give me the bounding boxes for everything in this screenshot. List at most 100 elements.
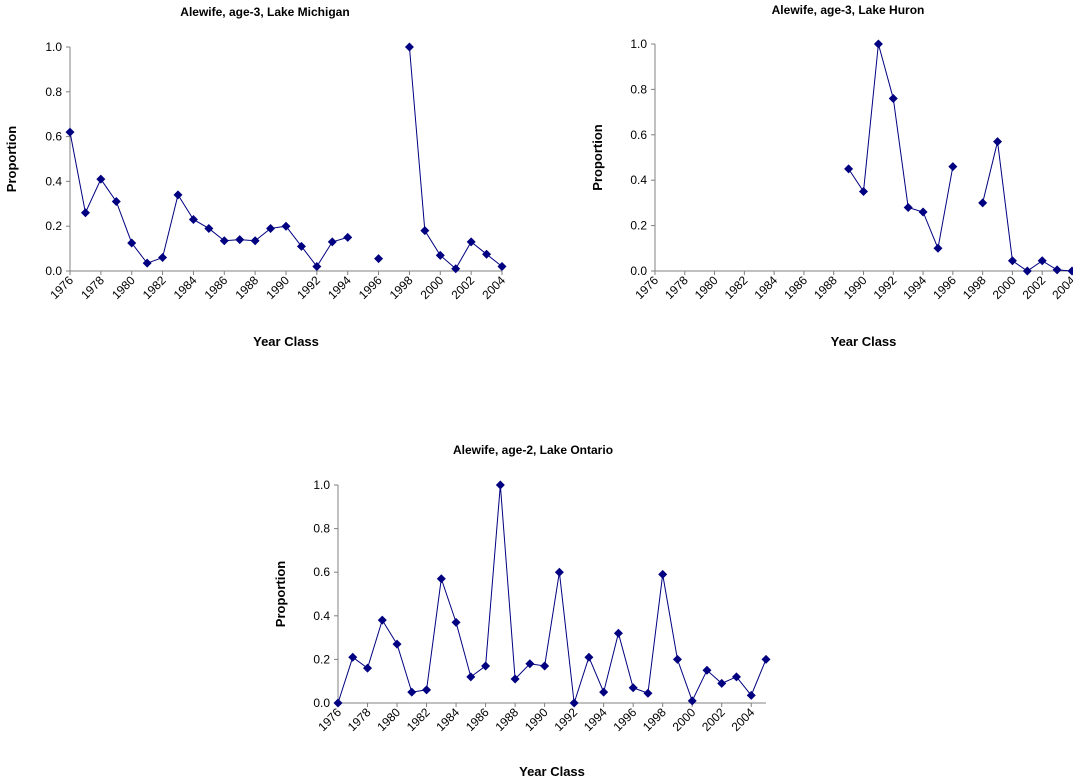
series-line: [69, 46, 503, 270]
marker: [466, 237, 476, 247]
marker: [1037, 256, 1047, 266]
marker: [584, 652, 594, 662]
chart-title: Alewife, age-3, Lake Huron: [772, 3, 925, 17]
x-tick-label: 1994: [900, 273, 929, 302]
x-tick-label: 1998: [960, 273, 989, 302]
marker: [374, 254, 384, 264]
x-tick-label: 1998: [640, 705, 669, 734]
marker: [158, 253, 168, 263]
x-axis-title: Year Class: [831, 334, 897, 349]
x-tick-label: 2002: [699, 705, 728, 734]
y-tick-label: 0.0: [313, 696, 330, 710]
marker: [731, 672, 741, 682]
marker: [599, 687, 609, 697]
marker: [422, 685, 432, 695]
marker: [510, 674, 520, 684]
x-tick-label: 1982: [722, 273, 751, 302]
x-tick-label: 1982: [140, 273, 169, 302]
marker: [407, 687, 417, 697]
y-axis-title: Proportion: [4, 126, 19, 192]
marker: [312, 262, 322, 272]
y-tick-label: 0.4: [313, 609, 330, 623]
marker: [613, 628, 623, 638]
series-line: [337, 484, 767, 704]
marker: [918, 207, 928, 217]
x-tick-label: 1986: [781, 273, 810, 302]
marker: [363, 663, 373, 673]
x-tick-label: 1990: [263, 273, 292, 302]
marker: [219, 236, 229, 246]
marker: [888, 93, 898, 103]
x-tick-label: 1992: [294, 273, 323, 302]
y-tick-label: 0.0: [45, 264, 62, 278]
marker: [497, 262, 507, 272]
marker: [127, 238, 137, 248]
chart-title: Alewife, age-2, Lake Ontario: [453, 443, 613, 457]
marker: [65, 127, 75, 137]
marker: [717, 678, 727, 688]
marker: [327, 237, 337, 247]
chart-title: Alewife, age-3, Lake Michigan: [180, 5, 349, 19]
x-tick-label: 1994: [325, 273, 354, 302]
marker: [333, 698, 343, 708]
marker: [250, 236, 260, 246]
x-tick-label: 1984: [433, 705, 462, 734]
marker: [993, 137, 1003, 147]
x-tick-label: 1988: [492, 705, 521, 734]
marker: [235, 235, 245, 245]
x-tick-label: 1996: [611, 705, 640, 734]
x-tick-label: 1992: [551, 705, 580, 734]
marker: [525, 659, 535, 669]
y-tick-label: 0.2: [45, 219, 62, 233]
y-tick-label: 0.4: [630, 173, 647, 187]
marker: [702, 665, 712, 675]
marker: [482, 249, 492, 259]
x-tick-label: 1986: [202, 273, 231, 302]
x-tick-label: 1984: [751, 273, 780, 302]
marker: [481, 661, 491, 671]
x-tick-label: 1978: [345, 705, 374, 734]
x-tick-label: 1980: [692, 273, 721, 302]
x-tick-label: 1998: [387, 273, 416, 302]
marker: [844, 164, 854, 174]
y-tick-label: 0.8: [630, 82, 647, 96]
marker: [96, 174, 106, 184]
x-tick-label: 1990: [522, 705, 551, 734]
marker: [978, 198, 988, 208]
y-tick-label: 0.8: [313, 522, 330, 536]
x-tick-label: 1984: [171, 273, 200, 302]
y-tick-label: 0.4: [45, 174, 62, 188]
x-tick-label: 1990: [841, 273, 870, 302]
marker: [540, 661, 550, 671]
x-tick-label: 1980: [109, 273, 138, 302]
x-tick-label: 2000: [990, 273, 1019, 302]
x-tick-label: 1988: [811, 273, 840, 302]
y-tick-label: 0.2: [630, 219, 647, 233]
marker: [204, 223, 214, 233]
marker: [436, 574, 446, 584]
marker: [348, 652, 358, 662]
y-tick-label: 0.6: [630, 128, 647, 142]
x-tick-label: 1992: [871, 273, 900, 302]
x-axis-title: Year Class: [519, 764, 585, 779]
x-tick-label: 1994: [581, 705, 610, 734]
x-tick-label: 1996: [930, 273, 959, 302]
marker: [658, 569, 668, 579]
marker: [392, 639, 402, 649]
x-tick-label: 2000: [670, 705, 699, 734]
marker: [451, 264, 461, 274]
marker: [451, 617, 461, 627]
marker: [188, 214, 198, 224]
y-tick-label: 1.0: [313, 478, 330, 492]
marker: [80, 208, 90, 218]
marker: [173, 190, 183, 200]
marker: [142, 258, 152, 268]
marker: [466, 672, 476, 682]
y-tick-label: 0.8: [45, 85, 62, 99]
marker: [343, 232, 353, 242]
x-tick-label: 2004: [1049, 273, 1073, 302]
marker: [859, 187, 868, 197]
marker: [404, 42, 414, 52]
y-tick-label: 0.6: [313, 565, 330, 579]
